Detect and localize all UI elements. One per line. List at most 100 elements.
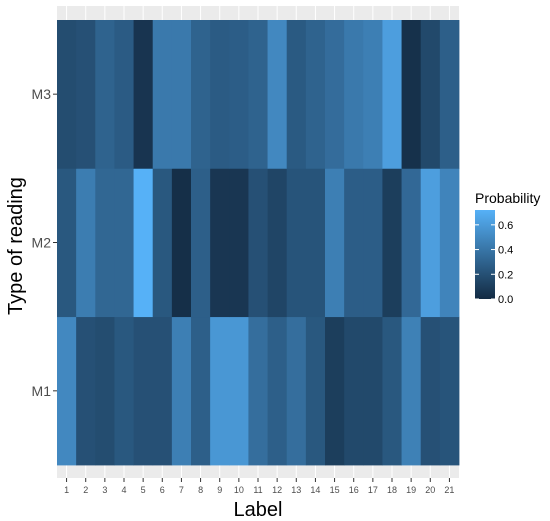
x-axis-ticks: 1 2 3 4 5 6 7 8 9 10 11 12 13 14 15 16 17 18 19 20 21 [64, 478, 454, 495]
heatmap-cells [57, 6, 460, 478]
legend-colorbar [475, 210, 495, 299]
heatmap-cell [267, 20, 288, 169]
heatmap-cell [171, 168, 192, 318]
heatmap-cell [133, 316, 154, 466]
heatmap-cell [344, 168, 364, 318]
heatmap-cell [401, 316, 422, 466]
heatmap-cell [382, 316, 402, 466]
heatmap-cell [152, 168, 173, 318]
x-tick-label: 8 [198, 485, 203, 495]
heatmap-cell [325, 316, 345, 466]
heatmap-cell [95, 168, 115, 318]
legend-ticks: 0.0 0.2 0.4 0.6 [475, 220, 513, 306]
x-tick-label: 14 [310, 485, 320, 495]
legend-tick-label: 0.4 [498, 245, 513, 257]
x-tick-label: 21 [444, 485, 454, 495]
heatmap-cell [363, 168, 383, 318]
heatmap-cell [325, 168, 345, 318]
x-tick-label: 19 [406, 485, 416, 495]
heatmap-cell [210, 168, 230, 318]
x-tick-label: 7 [179, 485, 184, 495]
heatmap-cell [152, 20, 173, 169]
heatmap-cell [439, 168, 460, 318]
x-tick-label: 2 [83, 485, 88, 495]
heatmap-cell [133, 168, 154, 318]
heatmap-cell [325, 20, 345, 169]
heatmap-cell [57, 316, 77, 466]
heatmap-cell [114, 20, 134, 169]
heatmap-cell [95, 20, 115, 169]
x-tick-label: 1 [64, 485, 69, 495]
heatmap-cell [420, 316, 441, 466]
x-tick-label: 16 [349, 485, 359, 495]
heatmap-cell [363, 316, 383, 466]
heatmap-cell [171, 20, 192, 169]
heatmap-cell [286, 316, 307, 466]
heatmap-cell [420, 168, 441, 318]
x-tick-label: 20 [425, 485, 435, 495]
heatmap-cell [229, 316, 249, 466]
heatmap-cell [76, 168, 96, 318]
x-tick-label: 9 [217, 485, 222, 495]
heatmap-cell [344, 20, 364, 169]
heatmap-cell [114, 168, 134, 318]
heatmap-cell [133, 20, 154, 169]
legend-tick-label: 0.0 [498, 294, 513, 306]
heatmap-cell [305, 316, 326, 466]
heatmap-cell [57, 20, 77, 169]
heatmap-cell [210, 316, 230, 466]
heatmap-cell [382, 20, 402, 169]
y-tick-label: M1 [32, 383, 52, 399]
x-tick-label: 4 [121, 485, 126, 495]
heatmap-cell [248, 316, 268, 466]
heatmap-cell [229, 168, 249, 318]
legend-title: Probability [475, 190, 540, 206]
y-tick-label: M3 [32, 86, 52, 102]
heatmap-cell [286, 20, 307, 169]
y-axis-ticks: M1 M2 M3 [32, 86, 57, 399]
legend: Probability 0.0 0.2 0.4 0.6 [475, 190, 540, 306]
x-tick-label: 3 [102, 485, 107, 495]
x-tick-label: 18 [387, 485, 397, 495]
heatmap-cell [363, 20, 383, 169]
heatmap-cell [382, 168, 402, 318]
x-tick-label: 12 [272, 485, 282, 495]
x-tick-label: 10 [234, 485, 244, 495]
x-tick-label: 5 [141, 485, 146, 495]
heatmap-cell [248, 168, 268, 318]
x-tick-label: 17 [368, 485, 378, 495]
heatmap-cell [191, 20, 211, 169]
x-tick-label: 6 [160, 485, 165, 495]
heatmap-cell [76, 316, 96, 466]
heatmap-cell [344, 316, 364, 466]
x-tick-label: 15 [330, 485, 340, 495]
heatmap-cell [401, 20, 422, 169]
heatmap-cell [57, 168, 77, 318]
heatmap-cell [76, 20, 96, 169]
x-axis-title: Label [234, 499, 283, 521]
heatmap-cell [439, 20, 460, 169]
y-tick-label: M2 [32, 235, 52, 251]
x-tick-label: 13 [291, 485, 301, 495]
x-tick-label: 11 [253, 485, 262, 495]
heatmap-cell [114, 316, 134, 466]
heatmap-cell [229, 20, 249, 169]
heatmap-cell [267, 316, 288, 466]
heatmap-cell [420, 20, 441, 169]
heatmap-cell [152, 316, 173, 466]
legend-tick-label: 0.6 [498, 220, 513, 232]
y-axis-title: Type of reading [5, 177, 27, 315]
heatmap-cell [248, 20, 268, 169]
heatmap-cell [401, 168, 422, 318]
heatmap-cell [191, 168, 211, 318]
heatmap-cell [210, 20, 230, 169]
heatmap-cell [305, 168, 326, 318]
legend-tick-label: 0.2 [498, 269, 513, 281]
heatmap-cell [95, 316, 115, 466]
heatmap-cell [267, 168, 288, 318]
heatmap-cell [191, 316, 211, 466]
heatmap-cell [171, 316, 192, 466]
heatmap-cell [439, 316, 460, 466]
heatmap-cell [305, 20, 326, 169]
